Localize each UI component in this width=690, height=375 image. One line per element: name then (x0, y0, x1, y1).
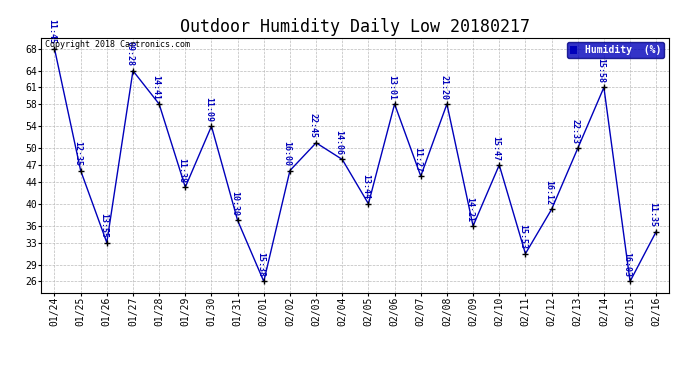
Text: 15:38: 15:38 (256, 252, 265, 277)
Text: 22:45: 22:45 (308, 113, 317, 138)
Text: 15:58: 15:58 (596, 58, 605, 83)
Text: 15:53: 15:53 (518, 224, 526, 249)
Text: 22:33: 22:33 (570, 119, 579, 144)
Text: 09:28: 09:28 (126, 41, 135, 66)
Text: 12:35: 12:35 (73, 141, 82, 166)
Text: 13:44: 13:44 (361, 174, 370, 200)
Text: 10:30: 10:30 (230, 191, 239, 216)
Text: 11:27: 11:27 (413, 147, 422, 172)
Text: 13:01: 13:01 (387, 75, 396, 100)
Text: 11:35: 11:35 (649, 202, 658, 227)
Text: 14:06: 14:06 (335, 130, 344, 155)
Text: 14:41: 14:41 (152, 75, 161, 100)
Legend: Humidity  (%): Humidity (%) (566, 42, 664, 58)
Text: 14:21: 14:21 (466, 196, 475, 222)
Text: 11:45: 11:45 (47, 19, 56, 44)
Text: 21:20: 21:20 (440, 75, 449, 100)
Text: Copyright 2018 Cartronics.com: Copyright 2018 Cartronics.com (45, 40, 190, 49)
Text: 13:55: 13:55 (99, 213, 108, 238)
Text: 11:09: 11:09 (204, 97, 213, 122)
Text: 15:47: 15:47 (491, 136, 501, 160)
Title: Outdoor Humidity Daily Low 20180217: Outdoor Humidity Daily Low 20180217 (180, 18, 531, 36)
Text: 11:38: 11:38 (177, 158, 187, 183)
Text: 16:03: 16:03 (622, 252, 631, 277)
Text: 16:00: 16:00 (282, 141, 291, 166)
Text: 16:12: 16:12 (544, 180, 553, 205)
